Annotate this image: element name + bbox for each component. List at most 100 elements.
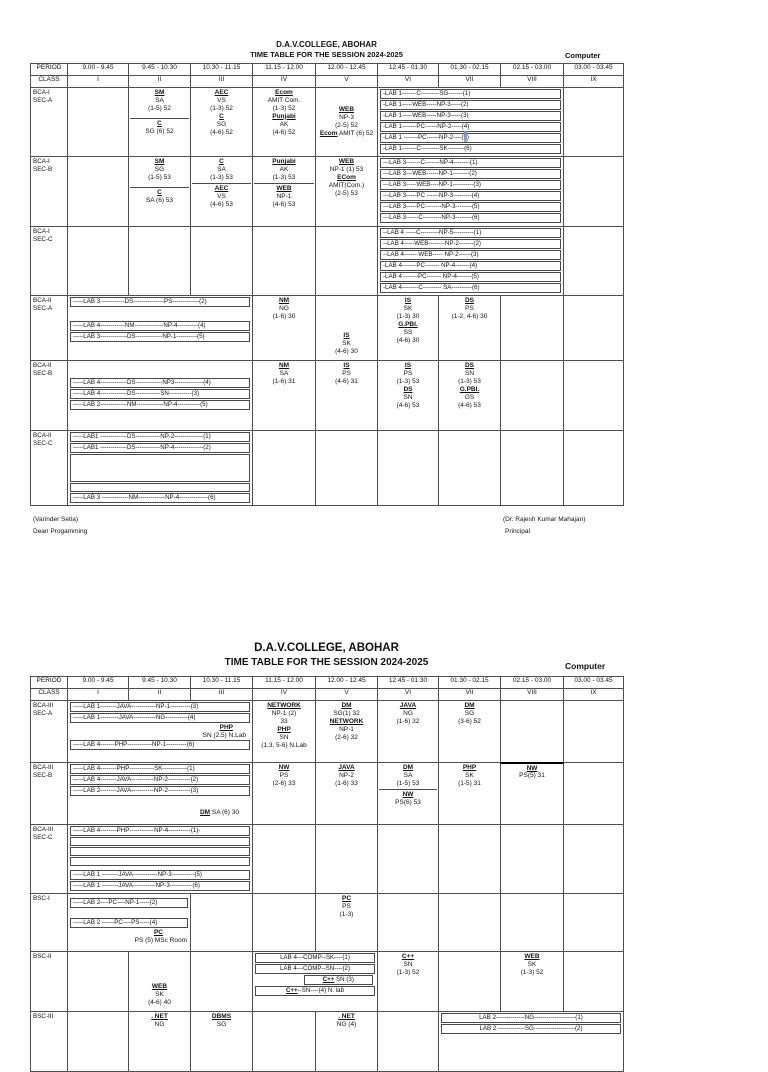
cell-text: NG xyxy=(154,1020,165,1028)
timetable-cell: JAVA NG (1-6) 32 xyxy=(377,700,439,763)
lab-entry: ---LAB 3------C---------NP-3--------(6) xyxy=(380,213,561,223)
cell-text: PS(6) 53 xyxy=(395,798,421,806)
cell-text: G.PBI. xyxy=(459,385,480,393)
lab-entry: -LAB 1-----WEB-----NP-3-----(2) xyxy=(380,100,561,110)
cell-text: SN xyxy=(464,369,475,377)
lab-entry: -----LAB 2-------------NM-------------NP… xyxy=(70,400,250,410)
timetable-cell: C++ SN (1-3) 52 xyxy=(377,951,439,1012)
footer-principal-title: Principal xyxy=(505,528,530,535)
page2-subtitle: TIME TABLE FOR THE SESSION 2024-2025 xyxy=(224,657,429,668)
cell-text: SG(1) 32 xyxy=(333,709,360,717)
lab-entry: -LAB 1 -------PC------NP-2----(5) xyxy=(380,133,561,143)
timetable-cell: WEB NP-3 (2-5) 52 Ecom AMIT (6) 52 xyxy=(315,87,378,157)
lab-entry: -LAB 1-------C---------SG-------(1) xyxy=(380,89,561,99)
timetable-cell: DS PS (1-2, 4-6) 30 xyxy=(438,295,501,361)
cell-text: PS xyxy=(465,304,474,312)
timetable-cell: Punjabi AK (1-3) 53 WEB NP-1 (4-6) 53 xyxy=(252,156,316,227)
cell-text: NP-1 (1) 53 xyxy=(329,165,364,173)
empty-cell xyxy=(190,226,253,296)
empty-cell xyxy=(438,951,501,1012)
empty-cell xyxy=(377,824,439,894)
lab-entry: -LAB 1-----WEB-----NP-3-----(3) xyxy=(380,111,561,121)
lab-entry: -----LAB 1 --------JAVA------------NP-3-… xyxy=(70,870,250,880)
class-header-cell: IX xyxy=(563,688,624,701)
lab-entry: -----LAB 4--------PHP------------SK-----… xyxy=(70,764,250,774)
cell-text: ECom xyxy=(337,173,356,181)
lab-entry: LAB 2--------------NG-------------------… xyxy=(441,1013,621,1023)
cell-text: SG xyxy=(154,165,165,173)
cell-text: WEB xyxy=(524,953,540,960)
cell-text: AEC xyxy=(214,184,229,192)
cell-text: IS xyxy=(343,332,350,340)
cell-text: NETWORK xyxy=(267,702,301,709)
lab-entry: -----LAB 4------------NM--------------NP… xyxy=(70,321,250,331)
class-header-cell: VI xyxy=(377,75,439,88)
cell-text: SK xyxy=(342,340,351,348)
cell-text: (1-5) 52 xyxy=(148,104,171,112)
timetable-cell: -----LAB 4-------------DS-------------NP… xyxy=(67,360,253,431)
lab-entry: -----LAB 2--------JAVA-----------NP-2---… xyxy=(70,786,250,796)
timetable-cell: -----LAB 2----PC----NP-1-----(2) -----LAB… xyxy=(67,893,191,952)
timetable-cell: --LAB 4 -----C---------NP-5----------(1)… xyxy=(377,226,564,296)
empty-cell xyxy=(500,360,564,431)
lab-entry xyxy=(70,454,250,482)
cell-text: SS xyxy=(403,328,413,336)
cell-text: (1-3) 53 xyxy=(396,377,420,385)
empty-cell xyxy=(438,430,501,506)
class-header-cell: I xyxy=(67,75,129,88)
cell-text: NETWORK xyxy=(329,717,364,725)
cell-text: (4-6) 30 xyxy=(396,336,420,344)
cell-text: SA xyxy=(279,369,289,377)
cell-text: JAVA xyxy=(399,702,417,709)
lab-entry: ---LAB 3---WEB------NP-1--------(2) xyxy=(380,169,561,179)
cell-text: (4-6) 53 xyxy=(272,200,296,208)
lab-entry: ---LAB 3-----PC--------NP-3--------(5) xyxy=(380,202,561,212)
cell-text: PHP xyxy=(462,764,477,771)
cell-text: DM xyxy=(341,702,352,709)
timetable-cell: JAVA NP-2 (1-6) 33 xyxy=(315,762,378,825)
cell-text: 33 xyxy=(280,717,288,725)
lab-entry: -----LAB 4--------PHP------------NP-4---… xyxy=(70,826,250,836)
period-header-cell: 10.30 - 11.15 xyxy=(190,676,253,689)
cell-text: (2-5) 52 xyxy=(335,122,358,129)
timetable-cell: SM SG (1-5) 53 C SA (6) 53 xyxy=(128,156,191,227)
period-header-cell: 03.00 - 03.45 xyxy=(563,63,624,76)
cell-text: (4-6) 53 xyxy=(396,401,420,409)
lab-entry: -----LAB 4-------------DS------------SN-… xyxy=(70,389,250,399)
cell-text: SG xyxy=(216,1020,227,1028)
timetable-cell: -----LAB 4--------PHP------------NP-4---… xyxy=(67,824,253,894)
class-header-cell: VIII xyxy=(500,75,564,88)
cell-text: NG xyxy=(279,304,289,312)
cell-text: (1-3) 30 xyxy=(396,312,420,320)
row-label: BCA-I SEC-C xyxy=(30,226,68,296)
cell-text: SK xyxy=(155,991,164,999)
cell-text: (2-5) 53 xyxy=(335,189,358,197)
cell-text: GS xyxy=(464,393,475,401)
cell-text: (1-5) 31 xyxy=(458,779,481,787)
lab-entry: -LAB 1-------C---------SK--------(6) xyxy=(380,144,561,154)
page2-stream-label: Computer xyxy=(565,661,606,671)
cell-text: PS xyxy=(279,771,289,779)
class-header-cell: VI xyxy=(377,688,439,701)
cell-text: C xyxy=(219,112,224,120)
period-header-cell: 9.00 - 9.45 xyxy=(67,676,129,689)
timetable-cell: C SA (1-3) 53 AEC VS (4-6) 53 xyxy=(190,156,253,227)
cell-text: (4-6) 40 xyxy=(148,999,171,1007)
timetable-cell: -----LAB 3 -----------DS---------------P… xyxy=(67,295,253,361)
cell-text: (4-6) 52 xyxy=(272,128,296,136)
cell-text: SG xyxy=(216,120,227,128)
timetable-cell: LAB 4---COMP--SK----(1) LAB 4---COMP--SN-… xyxy=(252,951,378,1012)
lab-entry: C++--SN----(4) N. lab xyxy=(255,986,375,996)
cell-text: WEB xyxy=(276,184,292,192)
class-header-cell: VIII xyxy=(500,688,564,701)
empty-cell xyxy=(190,951,253,1012)
cell-text: (1-3) 53 xyxy=(272,173,296,181)
subject-code: C++ xyxy=(322,976,335,983)
empty-cell xyxy=(252,430,316,506)
row-label: BSC-II xyxy=(30,951,68,1012)
lab-entry: -----LAB 3 -------------NM-------------N… xyxy=(70,493,250,503)
cell-divider xyxy=(130,186,189,188)
cell-text: AMIT Com. xyxy=(267,96,301,104)
cell-text: SA xyxy=(217,165,226,173)
timetable-cell: IS SK (1-3) 30 G.PBI. SS (4-6) 30 xyxy=(377,295,439,361)
